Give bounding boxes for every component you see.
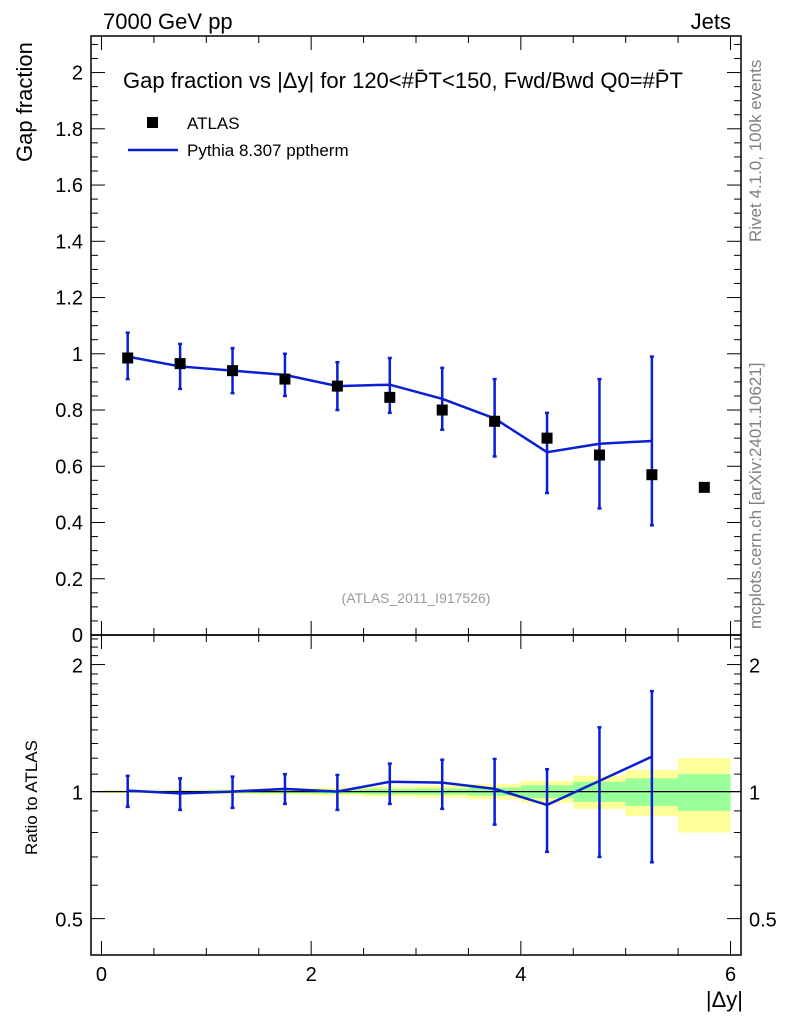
atlas-data-point <box>489 415 501 427</box>
ratio-y-tick-label-right: 1 <box>749 783 760 805</box>
main-data-layer <box>122 331 710 527</box>
legend-atlas-marker <box>147 117 158 128</box>
ratio-y-axis-title: Ratio to ATLAS <box>22 740 41 855</box>
legend-pythia-label: Pythia 8.307 pptherm <box>187 141 349 160</box>
x-tick-label: 0 <box>96 964 107 986</box>
ratio-y-tick-label-right: 2 <box>749 656 760 678</box>
atlas-data-point <box>279 373 291 385</box>
legend: ATLAS Pythia 8.307 pptherm <box>128 114 349 160</box>
x-tick-label: 6 <box>725 964 736 986</box>
main-plot-panel: 0 0.2 0.4 0.6 0.8 1 1.2 1.4 1.6 1.8 2 Gap fraction… <box>55 35 742 647</box>
main-y-tick-label: 0.2 <box>55 569 83 591</box>
analysis-watermark: (ATLAS_2011_I917526) <box>342 590 491 606</box>
main-y-tick-label: 0.4 <box>55 513 83 535</box>
main-y-tick-label: 1 <box>72 344 83 366</box>
atlas-data-point <box>646 469 658 481</box>
atlas-data-point <box>384 391 396 403</box>
main-y-tick-label: 0.8 <box>55 400 83 422</box>
ratio-axes: 0.5 0.5 1 1 2 2 0 2 4 6 <box>55 635 777 986</box>
ratio-inner-band <box>678 774 731 811</box>
atlas-data-point <box>698 481 710 493</box>
atlas-data-point <box>593 449 605 461</box>
legend-atlas-label: ATLAS <box>187 114 240 133</box>
ratio-y-tick-label-right: 0.5 <box>749 910 777 932</box>
header-left: 7000 GeV pp <box>103 9 233 34</box>
ratio-y-tick-label-left: 2 <box>72 656 83 678</box>
atlas-data-point <box>122 352 134 364</box>
ratio-y-tick-label-left: 0.5 <box>55 910 83 932</box>
main-y-tick-label: 1.8 <box>55 119 83 141</box>
mcplots-credit-label: mcplots.cern.ch [arXiv:2401.10621] <box>746 363 765 629</box>
ratio-plot-panel: 0.5 0.5 1 1 2 2 0 2 4 6 <box>55 634 777 986</box>
main-y-tick-label: 1.6 <box>55 175 83 197</box>
ratio-data-layer <box>125 689 654 864</box>
rivet-version-label: Rivet 4.1.0, 100k events <box>746 60 765 242</box>
main-y-tick-label: 1.4 <box>55 231 83 253</box>
x-tick-label: 4 <box>515 964 526 986</box>
atlas-data-point <box>331 380 343 392</box>
ratio-y-tick-label-left: 1 <box>72 783 83 805</box>
atlas-data-point <box>436 404 448 416</box>
x-tick-label: 2 <box>306 964 317 986</box>
ratio-uncertainty-bands <box>91 758 741 833</box>
atlas-data-point <box>541 432 553 444</box>
main-y-tick-label: 0 <box>72 625 83 647</box>
main-y-axis: 0 0.2 0.4 0.6 0.8 1 1.2 1.4 1.6 1.8 2 <box>55 36 741 647</box>
main-y-tick-label: 2 <box>72 63 83 85</box>
x-axis-title: |Δy| <box>706 987 743 1012</box>
main-y-tick-label: 1.2 <box>55 288 83 310</box>
plot-title: Gap fraction vs |Δy| for 120<#P̄T<150, F… <box>123 68 683 93</box>
main-y-tick-label: 0.6 <box>55 456 83 478</box>
header-right: Jets <box>691 9 731 34</box>
atlas-data-point <box>174 358 186 370</box>
atlas-data-point <box>227 365 239 377</box>
main-y-axis-title: Gap fraction <box>12 42 37 162</box>
